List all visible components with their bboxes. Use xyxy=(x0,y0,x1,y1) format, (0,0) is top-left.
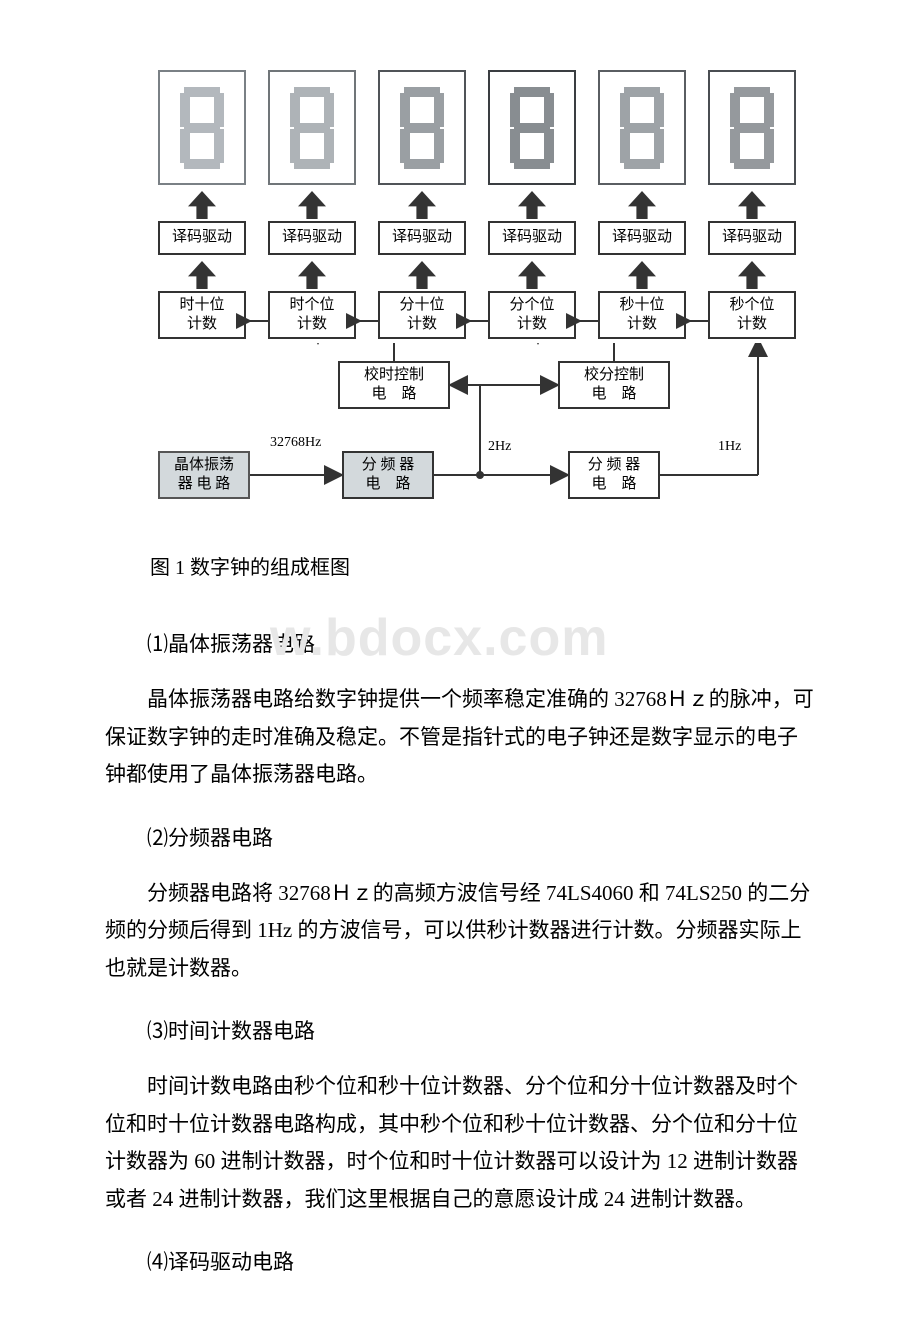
section-2-title: ⑵分频器电路 xyxy=(105,820,815,857)
freq-2hz-label: 2Hz xyxy=(488,439,511,455)
decode-box-3: 译码驱动 xyxy=(488,221,576,255)
counter-box-0: 时十位计数 xyxy=(158,291,246,339)
counter-box-4: 秒十位计数 xyxy=(598,291,686,339)
page: 译码驱动译码驱动译码驱动译码驱动译码驱动译码驱动 时十位计数时个位计数分十位计数… xyxy=(0,0,920,1341)
decode-box-1: 译码驱动 xyxy=(268,221,356,255)
adj-hour-box: 校时控制电 路 xyxy=(338,361,450,409)
carry-arrow-3 xyxy=(576,315,598,327)
counter-box-2: 分十位计数 xyxy=(378,291,466,339)
up-arrow-cell xyxy=(158,191,246,219)
section-4-title: ⑷译码驱动电路 xyxy=(105,1244,815,1281)
up-arrow-icon xyxy=(518,191,546,219)
up-arrow-cell xyxy=(488,191,576,219)
up-arrow-cell xyxy=(598,261,686,289)
carry-arrow-2 xyxy=(466,315,488,327)
up-arrow-icon xyxy=(518,261,546,289)
arrow-row-2 xyxy=(150,261,830,289)
carry-arrow-4 xyxy=(686,315,708,327)
lower-block: 校时控制电 路 校分控制电 路 晶体振荡器 电 路 分 频 器电 路 分 频 器… xyxy=(150,343,830,523)
decode-box-0: 译码驱动 xyxy=(158,221,246,255)
up-arrow-cell xyxy=(598,191,686,219)
counter-box-5: 秒个位计数 xyxy=(708,291,796,339)
section-2-label: ⑵分频器电路 xyxy=(147,826,273,850)
up-arrow-cell xyxy=(708,191,796,219)
up-arrow-icon xyxy=(738,261,766,289)
up-arrow-cell xyxy=(378,261,466,289)
seven-seg-display-0 xyxy=(158,70,246,185)
arrow-row-1 xyxy=(150,191,830,219)
seven-seg-display-4 xyxy=(598,70,686,185)
freq-osc-label: 32768Hz xyxy=(270,435,321,451)
up-arrow-cell xyxy=(488,261,576,289)
up-arrow-cell xyxy=(708,261,796,289)
decode-row: 译码驱动译码驱动译码驱动译码驱动译码驱动译码驱动 xyxy=(150,221,830,255)
carry-arrow-1 xyxy=(356,315,378,327)
up-arrow-icon xyxy=(628,261,656,289)
decode-box-4: 译码驱动 xyxy=(598,221,686,255)
up-arrow-icon xyxy=(408,261,436,289)
freq-1hz-label: 1Hz xyxy=(718,439,741,455)
section-3-title: ⑶时间计数器电路 xyxy=(105,1013,815,1050)
section-1-title: ⑴晶体振荡器电路 xyxy=(105,626,815,663)
up-arrow-cell xyxy=(158,261,246,289)
section-1-body: 晶体振荡器电路给数字钟提供一个频率稳定准确的 32768Ｈｚ的脉冲，可保证数字钟… xyxy=(105,681,815,793)
seven-seg-display-5 xyxy=(708,70,796,185)
counter-box-1: 时个位计数 xyxy=(268,291,356,339)
section-2-body: 分频器电路将 32768Ｈｚ的高频方波信号经 74LS4060 和 74LS25… xyxy=(105,875,815,987)
display-row xyxy=(150,70,830,185)
up-arrow-icon xyxy=(408,191,436,219)
block-diagram: 译码驱动译码驱动译码驱动译码驱动译码驱动译码驱动 时十位计数时个位计数分十位计数… xyxy=(150,60,830,523)
adj-minute-box: 校分控制电 路 xyxy=(558,361,670,409)
carry-arrow-0 xyxy=(246,315,268,327)
counter-box-3: 分个位计数 xyxy=(488,291,576,339)
up-arrow-cell xyxy=(268,191,356,219)
up-arrow-icon xyxy=(738,191,766,219)
up-arrow-icon xyxy=(298,261,326,289)
decode-box-2: 译码驱动 xyxy=(378,221,466,255)
divider-2-box: 分 频 器电 路 xyxy=(568,451,660,499)
up-arrow-cell xyxy=(378,191,466,219)
divider-1-box: 分 频 器电 路 xyxy=(342,451,434,499)
section-4-label: ⑷译码驱动电路 xyxy=(147,1250,294,1274)
up-arrow-icon xyxy=(298,191,326,219)
oscillator-box: 晶体振荡器 电 路 xyxy=(158,451,250,499)
seven-seg-display-3 xyxy=(488,70,576,185)
section-3-label: ⑶时间计数器电路 xyxy=(147,1019,315,1043)
figure-caption: 图 1 数字钟的组成框图 xyxy=(150,551,840,580)
seven-seg-display-1 xyxy=(268,70,356,185)
section-3-body: 时间计数电路由秒个位和秒十位计数器、分个位和分十位计数器及时个位和时十位计数器电… xyxy=(105,1068,815,1218)
seven-seg-display-2 xyxy=(378,70,466,185)
up-arrow-icon xyxy=(628,191,656,219)
decode-box-5: 译码驱动 xyxy=(708,221,796,255)
up-arrow-icon xyxy=(188,261,216,289)
up-arrow-icon xyxy=(188,191,216,219)
section-1-label: ⑴晶体振荡器电路 xyxy=(147,632,315,656)
wiring xyxy=(150,343,830,523)
up-arrow-cell xyxy=(268,261,356,289)
